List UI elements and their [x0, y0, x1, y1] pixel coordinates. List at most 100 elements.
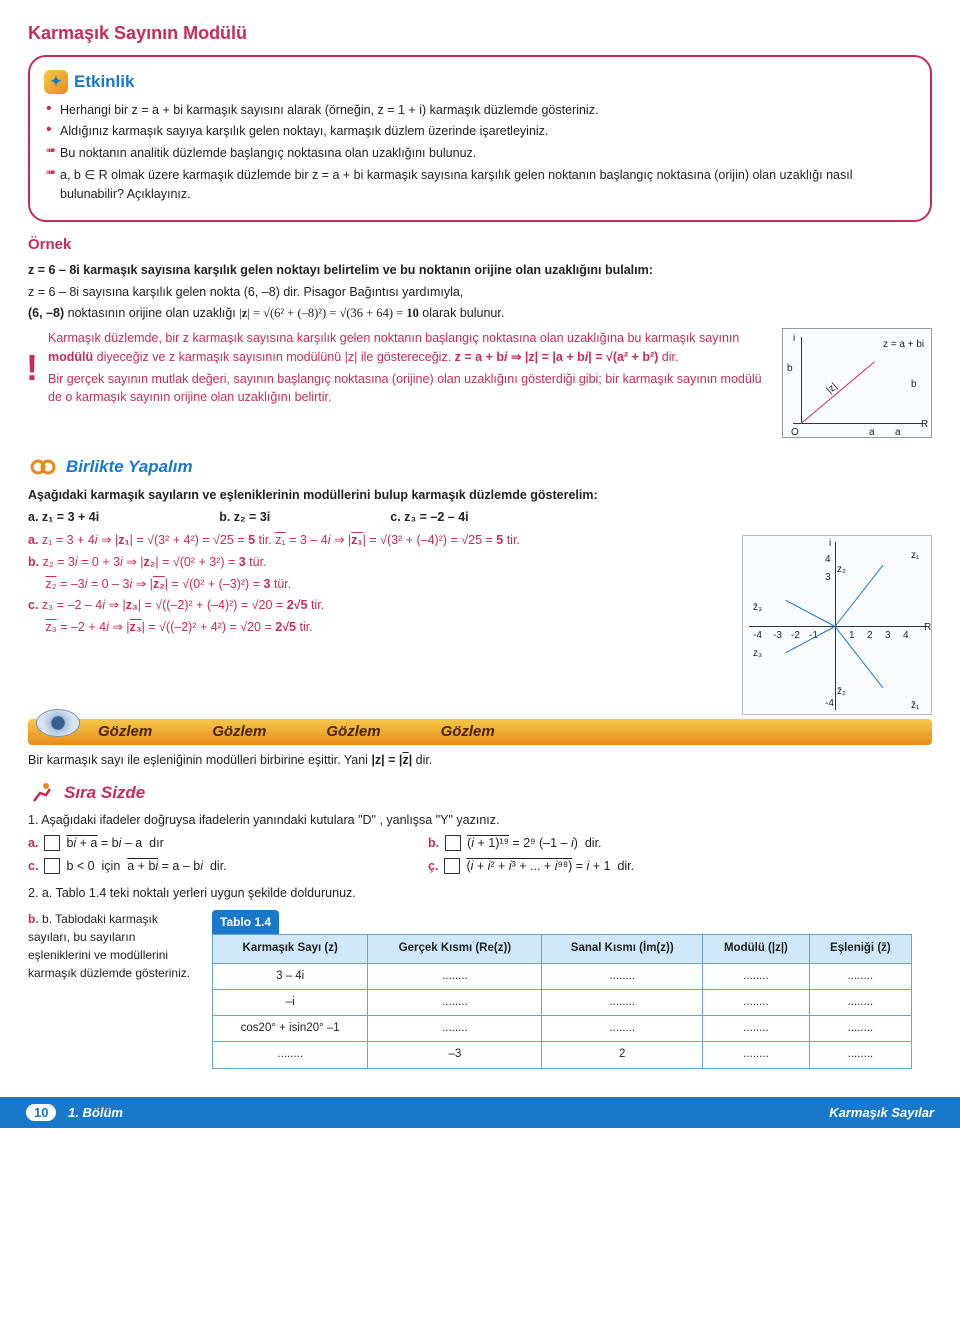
- table-cell[interactable]: ........: [368, 989, 542, 1015]
- table-cell[interactable]: ........: [368, 1016, 542, 1042]
- etkinlik-heading-text: Etkinlik: [74, 69, 134, 95]
- table-cell[interactable]: cos20° + isin20° –1: [213, 1016, 368, 1042]
- important-line2: Bir gerçek sayının mutlak değeri, sayını…: [48, 370, 932, 408]
- q2-intro: 2. a. Tablo 1.4 teki noktalı yerleri uyg…: [28, 884, 932, 903]
- important-note: Karmaşık düzlemde, bir z karmaşık sayısı…: [28, 329, 932, 407]
- runner-icon: [28, 781, 56, 805]
- complex-plane-graph: i R z₁ z̄₁ z₂ z̄₂ z̄₃ z₃ 4 3 -4 -4 -3 -2…: [742, 535, 932, 715]
- q1-intro: 1. Aşağıdaki ifadeler doğruysa ifadeleri…: [28, 811, 932, 830]
- table-cell[interactable]: ........: [213, 1042, 368, 1068]
- ornek-content: z = 6 – 8i karmaşık sayısına karşılık ge…: [28, 261, 932, 442]
- birlikte-title-text: Birlikte Yapalım: [66, 454, 193, 480]
- table-title: Tablo 1.4: [212, 910, 279, 934]
- checkbox-cc[interactable]: [444, 858, 460, 874]
- gozlem-text: Bir karmaşık sayı ile eşleniğinin modüll…: [28, 751, 932, 770]
- q1-c-text: b < 0 için a + bi = a – bi dir.: [66, 857, 226, 876]
- etkinlik-item: a, b ∈ R olmak üzere karmaşık düzlemde b…: [44, 166, 916, 204]
- table-cell[interactable]: ........: [368, 963, 542, 989]
- q1-row-ab: a. bi + a = bi – a dır b. (i + 1)¹⁹ = 2⁹…: [28, 834, 932, 853]
- puzzle-icon: ✦: [44, 70, 68, 94]
- page-content: Karmaşık Sayının Modülü ✦ Etkinlik Herha…: [0, 0, 960, 1079]
- table-section: b. b. Tablodaki karmaşık sayıları, bu sa…: [28, 910, 932, 1068]
- col-z: Karmaşık Sayı (z): [213, 935, 368, 963]
- table-cell[interactable]: ........: [809, 1016, 911, 1042]
- birlikte-intro: Aşağıdaki karmaşık sayıların ve eşlenikl…: [28, 486, 932, 505]
- q1-cc-text: (i + i² + i³ + ... + i⁹⁸) = i + 1 dir.: [466, 857, 634, 876]
- col-re: Gerçek Kısmı (Re(z)): [368, 935, 542, 963]
- sira-title-text: Sıra Sizde: [64, 780, 145, 806]
- table-row: –i................................: [213, 989, 912, 1015]
- ornek-line2: z = 6 – 8i sayısına karşılık gelen nokta…: [28, 283, 932, 302]
- checkbox-b[interactable]: [445, 835, 461, 851]
- page-footer: 10 1. Bölüm Karmaşık Sayılar: [0, 1097, 960, 1129]
- table-row: cos20° + isin20° –1.....................…: [213, 1016, 912, 1042]
- table-container: Tablo 1.4 Karmaşık Sayı (z) Gerçek Kısmı…: [212, 910, 912, 1068]
- table-cell[interactable]: ........: [542, 1016, 703, 1042]
- q-label-cc: ç.: [428, 857, 438, 876]
- table-cell[interactable]: ........: [703, 1042, 810, 1068]
- q1-cc: ç. (i + i² + i³ + ... + i⁹⁸) = i + 1 dir…: [428, 857, 808, 876]
- col-im: Sanal Kısmı (İm(z)): [542, 935, 703, 963]
- table-cell[interactable]: ........: [809, 1042, 911, 1068]
- etkinlik-box: ✦ Etkinlik Herhangi bir z = a + bi karma…: [28, 55, 932, 222]
- table-body: 3 – 4i................................–i…: [213, 963, 912, 1068]
- checkbox-c[interactable]: [44, 858, 60, 874]
- sira-heading: Sıra Sizde: [28, 780, 932, 806]
- etkinlik-item: Aldığınız karmaşık sayıya karşılık gelen…: [44, 122, 916, 141]
- footer-left: 10 1. Bölüm: [26, 1103, 123, 1123]
- important-line1: Karmaşık düzlemde, bir z karmaşık sayısı…: [48, 329, 932, 367]
- footer-section: 1. Bölüm: [68, 1105, 123, 1120]
- q1-a: a. bi + a = bi – a dır: [28, 834, 408, 853]
- q-label-c: c.: [28, 857, 38, 876]
- q-label-a: a.: [28, 834, 38, 853]
- etkinlik-item: Bu noktanın analitik düzlemde başlangıç …: [44, 144, 916, 163]
- table-cell[interactable]: ........: [703, 963, 810, 989]
- table-row: ........–32................: [213, 1042, 912, 1068]
- option-b: b. z₂ = 3i: [219, 508, 270, 527]
- eye-icon: [36, 709, 80, 737]
- table-cell[interactable]: 2: [542, 1042, 703, 1068]
- col-mod: Modülü (|z|): [703, 935, 810, 963]
- q1-c: c. b < 0 için a + bi = a – bi dir.: [28, 857, 408, 876]
- option-c: c. z₃ = –2 – 4i: [390, 508, 468, 527]
- q1-a-text: bi + a = bi – a dır: [66, 834, 163, 853]
- table-header-row: Karmaşık Sayı (z) Gerçek Kısmı (Re(z)) S…: [213, 935, 912, 963]
- link-icon: [28, 457, 58, 477]
- q1-b: b. (i + 1)¹⁹ = 2⁹ (–1 – i) dir.: [428, 834, 808, 853]
- birlikte-heading: Birlikte Yapalım: [28, 454, 932, 480]
- ornek-line3: (6, –8) noktasının orijine olan uzaklığı…: [28, 304, 932, 323]
- q2b-text: b. b. Tablodaki karmaşık sayıları, bu sa…: [28, 910, 198, 1068]
- option-a: a. z₁ = 3 + 4i: [28, 508, 99, 527]
- q-label-b: b.: [428, 834, 439, 853]
- ornek-heading: Örnek: [28, 234, 932, 257]
- etkinlik-heading: ✦ Etkinlik: [44, 69, 916, 95]
- etkinlik-list: Herhangi bir z = a + bi karmaşık sayısın…: [44, 101, 916, 204]
- gozlem-label-1: Gözlem: [98, 721, 152, 744]
- q2b-body: b. Tablodaki karmaşık sayıları, bu sayıl…: [28, 912, 190, 980]
- table-cell[interactable]: ........: [703, 1016, 810, 1042]
- etkinlik-item: Herhangi bir z = a + bi karmaşık sayısın…: [44, 101, 916, 120]
- q1-b-text: (i + 1)¹⁹ = 2⁹ (–1 – i) dir.: [467, 834, 601, 853]
- table-cell[interactable]: ........: [809, 963, 911, 989]
- table-cell[interactable]: –3: [368, 1042, 542, 1068]
- main-title: Karmaşık Sayının Modülü: [28, 20, 932, 47]
- table-cell[interactable]: 3 – 4i: [213, 963, 368, 989]
- footer-right: Karmaşık Sayılar: [829, 1103, 934, 1123]
- gozlem-label-4: Gözlem: [441, 721, 495, 744]
- gozlem-bar: Gözlem Gözlem Gözlem Gözlem: [28, 719, 932, 745]
- table-cell[interactable]: ........: [542, 963, 703, 989]
- page-number: 10: [26, 1104, 56, 1121]
- ornek-line1: z = 6 – 8i karmaşık sayısına karşılık ge…: [28, 261, 932, 280]
- gozlem-label-3: Gözlem: [326, 721, 380, 744]
- checkbox-a[interactable]: [44, 835, 60, 851]
- table-cell[interactable]: ........: [809, 989, 911, 1015]
- birlikte-options: a. z₁ = 3 + 4i b. z₂ = 3i c. z₃ = –2 – 4…: [28, 508, 932, 527]
- col-conj: Eşleniği (z̄): [809, 935, 911, 963]
- table-row: 3 – 4i................................: [213, 963, 912, 989]
- data-table: Karmaşık Sayı (z) Gerçek Kısmı (Re(z)) S…: [212, 934, 912, 1068]
- table-cell[interactable]: –i: [213, 989, 368, 1015]
- table-cell[interactable]: ........: [542, 989, 703, 1015]
- table-cell[interactable]: ........: [703, 989, 810, 1015]
- gozlem-label-2: Gözlem: [212, 721, 266, 744]
- q1-row-cc: c. b < 0 için a + bi = a – bi dir. ç. (i…: [28, 857, 932, 876]
